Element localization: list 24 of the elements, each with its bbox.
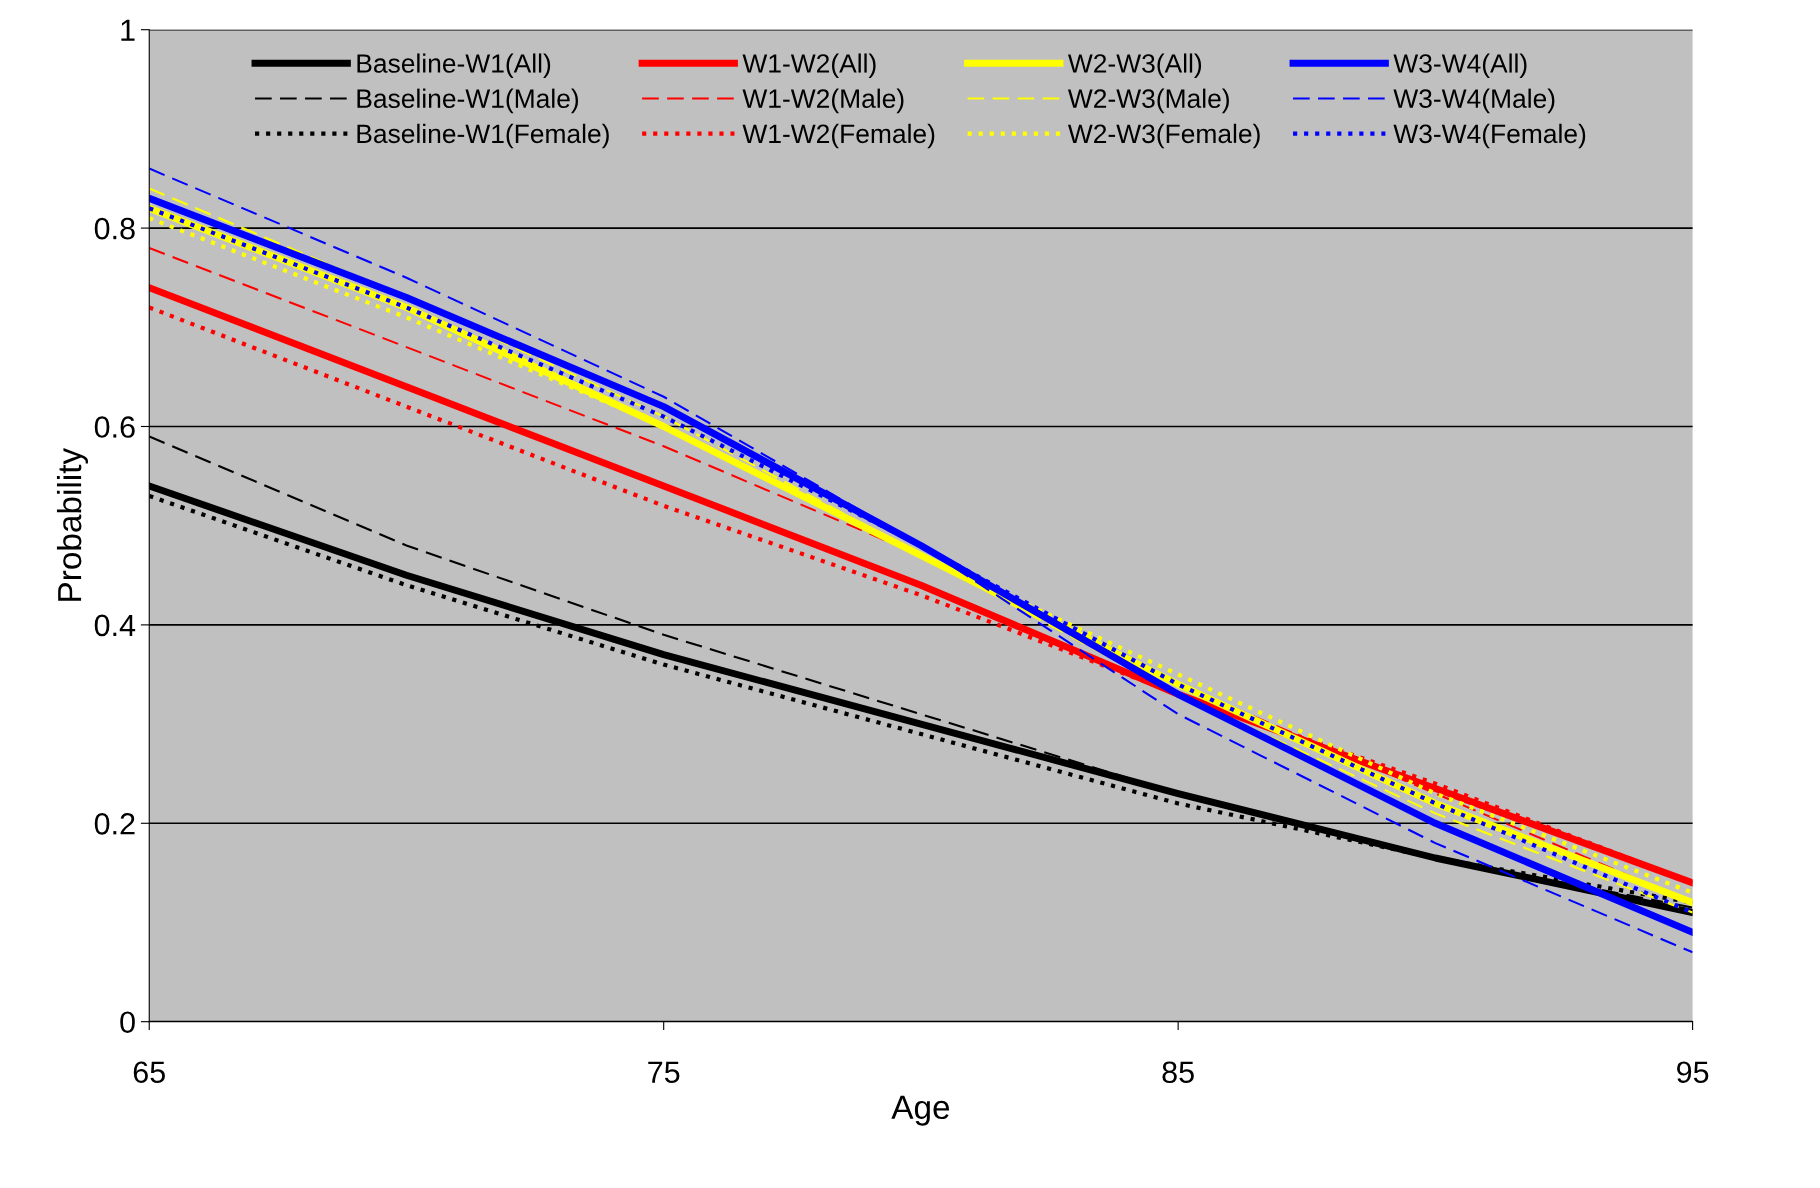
legend-label: Baseline-W1(Male) (357, 88, 579, 114)
x-tick-label: 95 (1677, 1061, 1709, 1084)
legend-label: W2-W3(Female) (1067, 123, 1260, 149)
y-tick-label: 0.6 (94, 416, 135, 438)
x-tick-label: 85 (1162, 1061, 1194, 1084)
x-tick-label: 65 (133, 1061, 165, 1084)
legend-label: Baseline-W1(Female) (357, 123, 609, 149)
legend-label: W2-W3(Male) (1067, 88, 1229, 114)
y-tick-label: 1 (121, 19, 135, 41)
legend-label: W1-W2(Female) (742, 123, 935, 149)
legend-label: W3-W4(All) (1393, 53, 1527, 79)
legend-label: W3-W4(Female) (1393, 123, 1586, 149)
legend-label: W2-W3(All) (1067, 53, 1202, 79)
legend-label: W1-W2(All) (742, 53, 876, 79)
x-axis-title: Age (891, 1095, 950, 1126)
y-tick-label: 0.2 (94, 813, 135, 835)
legend-label: Baseline-W1(All) (357, 53, 551, 79)
y-axis-title: Probability (56, 447, 89, 601)
legend-label: W1-W2(Male) (742, 88, 904, 114)
y-tick-label: 0 (120, 1011, 135, 1034)
x-tick-label: 75 (648, 1061, 680, 1084)
y-tick-label: 0.4 (94, 614, 136, 637)
y-tick-label: 0.8 (94, 217, 135, 240)
legend-label: W3-W4(Male) (1393, 88, 1555, 114)
